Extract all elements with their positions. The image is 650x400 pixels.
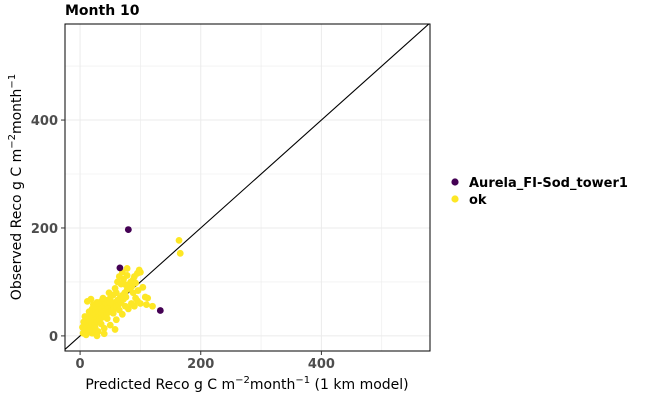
- chart-title: Month 10: [65, 3, 140, 19]
- data-point: [134, 287, 142, 294]
- x-axis-title-sup2: −1: [295, 375, 310, 386]
- data-point: [85, 308, 93, 316]
- data-point: [175, 236, 183, 244]
- data-point: [156, 307, 164, 314]
- data-point: [99, 294, 107, 302]
- data-point: [124, 226, 132, 233]
- x-axis-title-prefix: Predicted Reco g C m: [85, 377, 235, 393]
- data-point: [97, 320, 105, 328]
- grid-lines: [65, 24, 430, 351]
- x-tick-label: 0: [76, 357, 85, 372]
- x-axis-ticks: 0 200 400: [76, 351, 335, 372]
- y-tick-label: 400: [31, 114, 58, 129]
- y-tick-label: 200: [31, 222, 58, 237]
- y-axis-title-sup1: −2: [7, 134, 18, 149]
- data-point: [123, 265, 131, 272]
- data-point: [103, 315, 111, 323]
- data-point: [81, 313, 89, 320]
- plot-border: [64, 23, 431, 352]
- y-axis-title-sup2: −1: [7, 74, 18, 89]
- data-point: [121, 302, 129, 310]
- data-point: [143, 301, 150, 308]
- data-point: [176, 249, 184, 257]
- data-point: [116, 264, 124, 272]
- legend-label: Aurela_FI-Sod_tower1: [469, 176, 628, 191]
- x-axis-title-suffix: (1 km model): [310, 377, 409, 393]
- data-point: [93, 332, 101, 340]
- data-point: [132, 294, 139, 302]
- data-point: [85, 327, 93, 334]
- legend-label: ok: [469, 193, 487, 208]
- data-point: [112, 316, 120, 324]
- y-axis-ticks: 0 200 400: [31, 114, 65, 345]
- data-point: [132, 279, 139, 287]
- data-point: [91, 324, 99, 332]
- data-point: [79, 323, 86, 331]
- data-point: [106, 321, 114, 329]
- data-point: [100, 330, 108, 338]
- y-axis-title: Observed Reco g C m−2month−1: [7, 74, 25, 300]
- data-point: [127, 300, 135, 307]
- y-axis-title-mid: month: [9, 89, 25, 134]
- data-point: [149, 302, 156, 310]
- data-point: [141, 293, 149, 301]
- data-point: [94, 300, 102, 307]
- data-point: [87, 295, 95, 303]
- data-point: [111, 285, 119, 292]
- data-point: [109, 309, 117, 317]
- legend-key: [451, 195, 459, 203]
- data-point: [123, 272, 131, 279]
- legend-key: [451, 178, 459, 186]
- data-point: [111, 326, 119, 333]
- data-point: [105, 289, 113, 297]
- x-tick-label: 400: [308, 357, 335, 372]
- x-axis-title-mid: month: [250, 377, 295, 393]
- y-tick-label: 0: [49, 330, 58, 345]
- data-point: [115, 306, 123, 314]
- x-axis-title-sup1: −2: [235, 375, 250, 386]
- x-axis-title: Predicted Reco g C m−2month−1 (1 km mode…: [85, 375, 408, 393]
- data-point: [117, 280, 125, 288]
- y-axis-title-prefix: Observed Reco g C m: [9, 149, 25, 300]
- data-point: [80, 318, 88, 326]
- data-points: [79, 226, 184, 340]
- data-point: [122, 293, 130, 301]
- data-point: [137, 268, 144, 276]
- x-tick-label: 200: [187, 357, 214, 372]
- data-point: [139, 283, 147, 291]
- data-point: [106, 299, 114, 306]
